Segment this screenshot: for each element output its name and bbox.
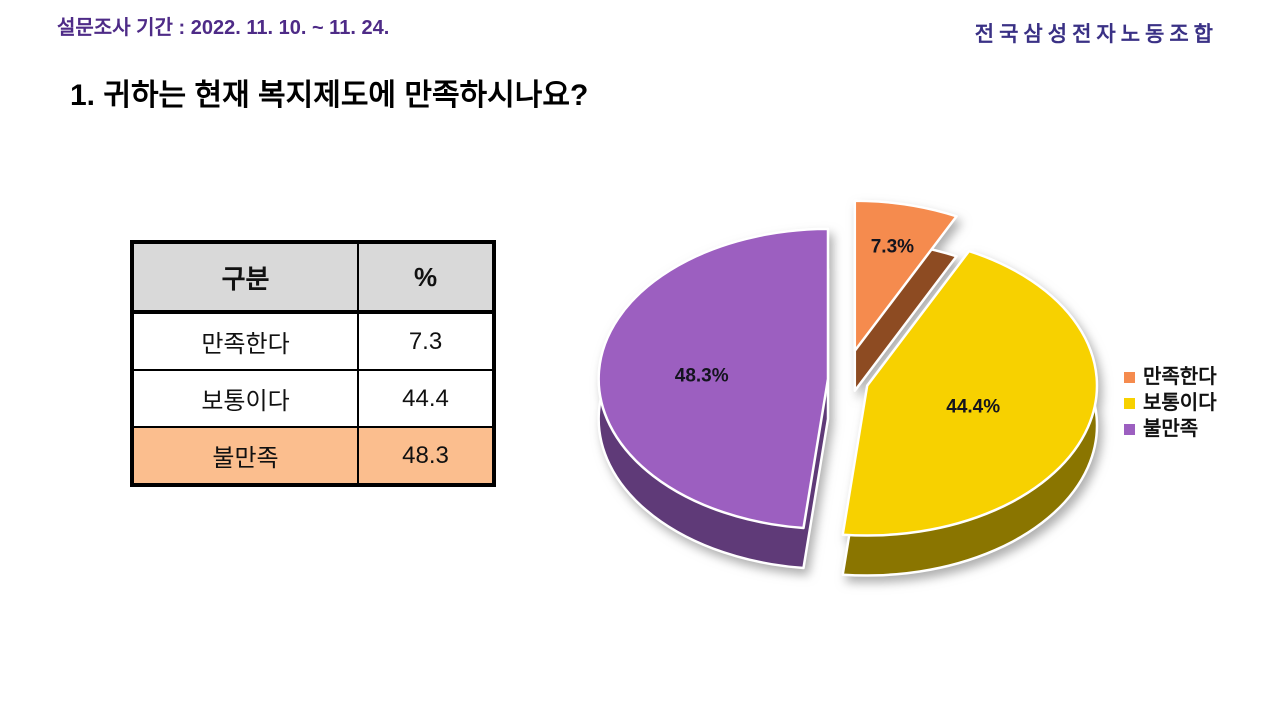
- legend-swatch-icon: [1124, 397, 1135, 409]
- pie-slice-top-0: [853, 199, 958, 353]
- pie-data-label-2: 48.3%: [675, 366, 729, 387]
- summary-table: 구분 % 만족한다 7.3 보통이다 44.4 불만족 48.3: [130, 240, 496, 487]
- legend-swatch-icon: [1124, 371, 1135, 383]
- legend-item-0: 만족한다: [1124, 366, 1217, 388]
- table-header-row: 구분 %: [131, 241, 495, 314]
- column-header-category: 구분: [131, 241, 359, 314]
- legend-swatch-icon: [1124, 423, 1135, 435]
- pie-slice-0: 7.3%: [853, 199, 958, 393]
- column-header-percent: %: [357, 241, 495, 314]
- legend-label: 불만족: [1143, 418, 1199, 440]
- legend-label: 만족한다: [1143, 366, 1217, 388]
- row-value: 44.4: [357, 369, 495, 428]
- organization-name: 전국삼성전자노동조합: [974, 23, 1218, 46]
- legend-label: 보통이다: [1143, 392, 1217, 414]
- page-title: 1. 귀하는 현재 복지제도에 만족하시나요?: [70, 79, 589, 112]
- pie-data-label-1: 44.4%: [946, 397, 1000, 418]
- pie-slice-top-1: [841, 249, 1099, 537]
- row-value: 7.3: [357, 311, 495, 371]
- table-row: 보통이다 44.4: [131, 369, 495, 428]
- pie-slice-2: 48.3%: [597, 227, 830, 570]
- row-label: 만족한다: [131, 311, 359, 371]
- table-row: 불만족 48.3: [131, 426, 495, 486]
- pie-slice-1: 44.4%: [841, 249, 1099, 577]
- pie-slice-top-2: [597, 227, 830, 530]
- pie-data-label-0: 7.3%: [871, 237, 914, 258]
- legend-item-1: 보통이다: [1124, 392, 1217, 414]
- row-label: 불만족: [131, 426, 359, 486]
- survey-period-text: 설문조사 기간 : 2022. 11. 10. ~ 11. 24.: [57, 17, 390, 39]
- legend-item-2: 불만족: [1124, 418, 1217, 440]
- row-label: 보통이다: [131, 369, 359, 428]
- row-value: 48.3: [357, 426, 495, 486]
- table-row: 만족한다 7.3: [131, 311, 495, 371]
